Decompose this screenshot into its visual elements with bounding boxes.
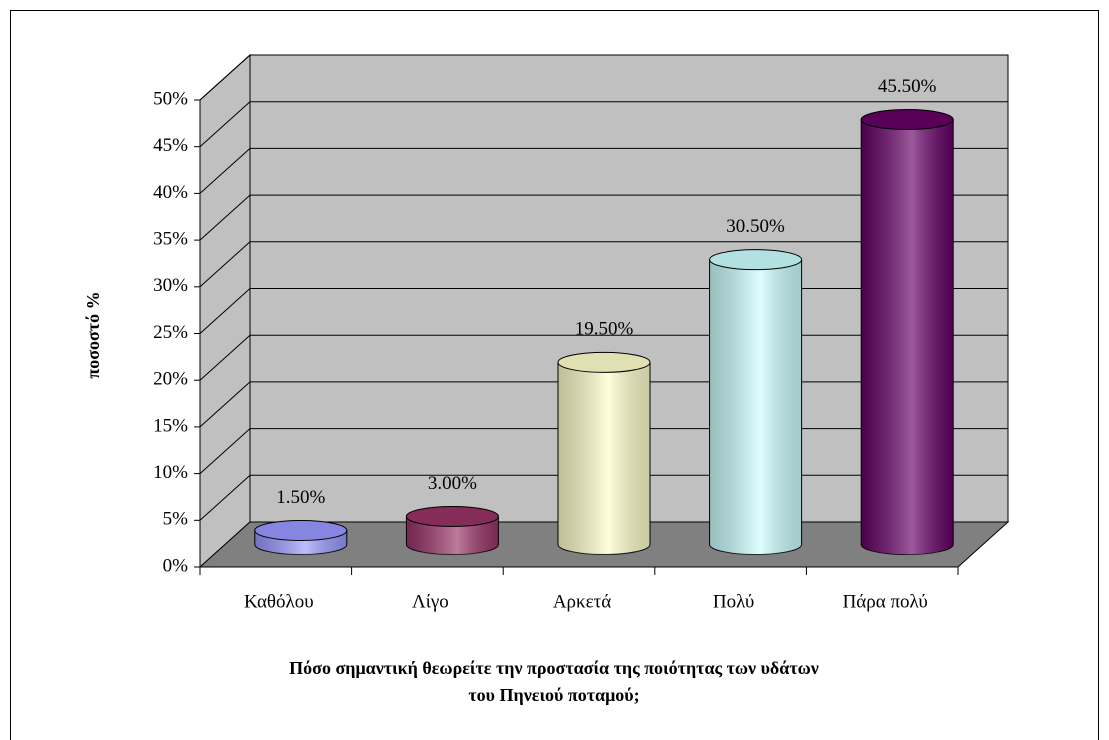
bar-shade (406, 516, 499, 555)
x-tick-label: Αρκετά (553, 591, 611, 612)
bar-top-shade (254, 520, 347, 541)
y-tick-label: 25% (153, 322, 188, 343)
x-tick-label: Πολύ (713, 591, 755, 612)
x-axis-title: του Πηνειού ποταμού; (468, 685, 639, 705)
bar-top-shade (406, 506, 499, 527)
x-axis-title: Πόσο σημαντική θεωρείτε την προστασία τη… (289, 658, 819, 678)
bar-top (557, 351, 651, 373)
grid-line (199, 101, 1008, 148)
bar-top-shade (861, 109, 954, 130)
y-tick-label: 50% (153, 88, 188, 109)
bar-top (254, 519, 348, 541)
value-label: 45.50% (878, 76, 937, 97)
bar-top-shade (709, 249, 802, 270)
y-tick-label: 0% (163, 555, 189, 576)
grid-line (199, 241, 1008, 288)
bar-top (860, 109, 954, 131)
y-tick-label: 40% (153, 182, 188, 203)
y-tick-label: 15% (153, 415, 188, 436)
x-tick-label: Καθόλου (244, 591, 314, 612)
value-label: 3.00% (428, 473, 477, 494)
bar-shade (558, 362, 650, 555)
grid-line (199, 147, 1008, 194)
x-tick-label: Πάρα πολύ (843, 591, 928, 612)
value-label: 19.50% (575, 319, 634, 340)
x-tick-label: Λίγο (412, 591, 449, 612)
y-tick-label: 45% (153, 135, 188, 156)
grid-line (199, 194, 1008, 241)
value-label: 30.50% (726, 216, 785, 237)
bar-top (709, 249, 803, 271)
y-tick-label: 5% (163, 509, 189, 530)
bar-top (405, 505, 499, 527)
bar-shade (709, 259, 802, 555)
bar-top-shade (558, 352, 650, 373)
grid-line (199, 54, 1008, 101)
y-tick-label: 30% (153, 275, 188, 296)
value-label: 1.50% (276, 487, 325, 508)
y-tick-label: 20% (153, 369, 188, 390)
bar-shade (861, 119, 954, 555)
y-tick-label: 35% (153, 228, 188, 249)
y-axis-title: ποσοστό % (83, 291, 103, 378)
y-tick-label: 10% (153, 462, 188, 483)
